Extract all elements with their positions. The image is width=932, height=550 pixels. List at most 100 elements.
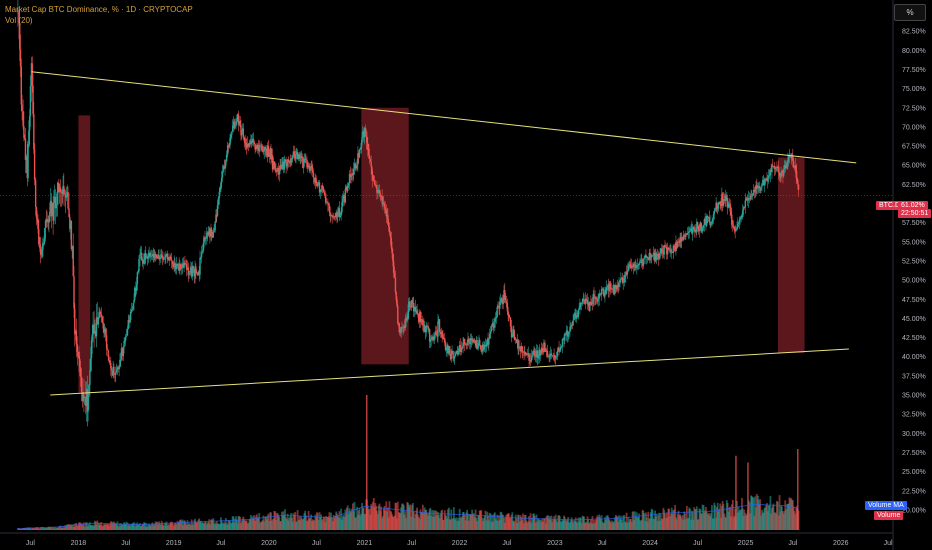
candle-body <box>496 307 498 318</box>
candle-body <box>790 156 792 159</box>
candle-body <box>492 323 494 326</box>
candle-body <box>778 166 780 174</box>
candle-body <box>277 167 279 172</box>
candle-body <box>176 263 179 266</box>
candle-body <box>697 225 700 232</box>
candle-body <box>613 285 615 294</box>
volume-bar <box>395 503 398 530</box>
volume-spike <box>797 449 799 530</box>
candle-body <box>782 169 785 177</box>
candle-body <box>89 370 91 386</box>
candle-body <box>255 145 257 150</box>
candle-body <box>357 153 359 165</box>
x-tick-label: 2024 <box>642 540 658 547</box>
candle-body <box>36 217 38 220</box>
candle-body <box>185 263 187 265</box>
volume-bar <box>158 523 161 530</box>
candle-body <box>387 224 390 228</box>
candle-body <box>180 264 182 269</box>
candle-body <box>423 325 426 332</box>
candle-body <box>558 347 560 352</box>
candle-body <box>90 340 93 359</box>
candle-body <box>46 219 48 223</box>
candle-body <box>129 319 131 322</box>
candle-body <box>207 231 210 235</box>
volume-bar <box>221 523 224 530</box>
candle-body <box>667 247 670 249</box>
candle-body <box>470 338 473 341</box>
volume-bar <box>353 501 356 530</box>
volume-bar <box>342 514 345 530</box>
candle-body <box>502 299 504 305</box>
candle-body <box>690 228 692 232</box>
candle-body <box>726 198 728 201</box>
y-tick-label: 20.00% <box>902 507 926 514</box>
candle-body <box>133 299 135 304</box>
candle-body <box>416 310 418 314</box>
candle-body <box>600 294 602 295</box>
candle-body <box>143 259 145 264</box>
candle-body <box>488 338 490 345</box>
candle-body <box>488 334 491 339</box>
candle-body <box>793 167 796 169</box>
candle-body <box>449 353 452 360</box>
candle-body <box>172 263 175 268</box>
candle-body <box>513 337 516 340</box>
candle-body <box>330 214 332 216</box>
highlight-zone-1 <box>78 115 91 393</box>
candle-body <box>137 271 139 273</box>
candle-body <box>292 151 295 156</box>
x-tick-label: Jul <box>312 540 321 547</box>
volume-bar <box>188 523 190 530</box>
candle-body <box>477 345 479 349</box>
volume-bar <box>83 522 85 530</box>
candle-body <box>149 252 151 257</box>
x-tick-label: 2021 <box>357 540 373 547</box>
candle-body <box>80 376 83 393</box>
volume-badge: Volume <box>874 511 904 520</box>
candle-body <box>296 151 299 160</box>
candle-body <box>51 202 54 217</box>
candle-body <box>445 349 448 351</box>
candle-body <box>489 331 492 335</box>
candle-body <box>359 149 361 151</box>
candle-body <box>441 331 443 337</box>
candle-body <box>597 298 599 302</box>
volume-indicator-label[interactable]: Vol (20) <box>5 16 33 25</box>
candle-body <box>485 343 488 347</box>
percent-scale-button[interactable]: % <box>894 4 926 21</box>
highlight-zone-3 <box>777 157 805 353</box>
candle-body <box>750 195 752 200</box>
candle-body <box>524 351 526 355</box>
candle-body <box>150 255 153 257</box>
candle-body <box>554 355 556 359</box>
candle-body <box>367 143 369 150</box>
candle-body <box>691 227 694 234</box>
candle-body <box>237 114 240 125</box>
candle-body <box>453 356 456 359</box>
candle-body <box>148 252 150 257</box>
candle-body <box>348 183 350 186</box>
candle-body <box>102 322 104 329</box>
candle-body <box>761 183 763 187</box>
candle-body <box>104 328 106 333</box>
candle-body <box>42 243 44 250</box>
volume-bar <box>96 520 99 530</box>
candle-body <box>53 196 56 203</box>
volume-bar <box>492 513 495 530</box>
candle-body <box>570 326 572 328</box>
candle-body <box>638 263 640 265</box>
candle-body <box>405 317 407 322</box>
candle-body <box>420 319 422 323</box>
volume-bar <box>576 522 579 530</box>
candle-body <box>45 220 48 223</box>
volume-bar <box>722 504 725 530</box>
candle-body <box>406 317 408 320</box>
candle-body <box>52 202 54 221</box>
candle-body <box>549 353 552 355</box>
volume-bar <box>672 510 675 530</box>
candle-body <box>631 265 634 268</box>
candle-body <box>579 305 581 308</box>
candle-body <box>772 166 775 167</box>
